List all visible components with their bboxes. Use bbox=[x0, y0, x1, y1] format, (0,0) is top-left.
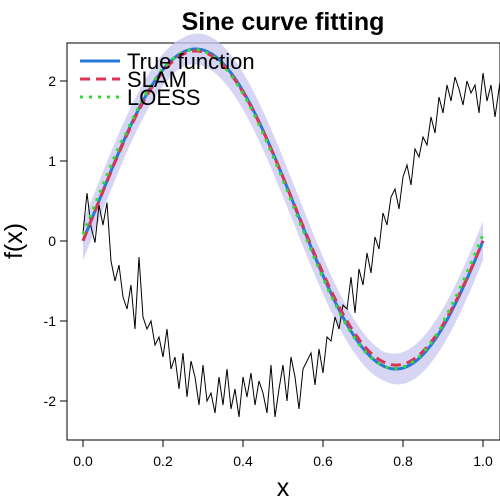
x-axis: 0.0 0.2 0.4 0.6 0.8 1.0 bbox=[73, 439, 493, 469]
x-tick-label: 0.4 bbox=[233, 453, 253, 469]
x-tick-label: 0.2 bbox=[153, 453, 173, 469]
x-tick-label: 0.0 bbox=[73, 453, 93, 469]
legend-label: SLAM bbox=[127, 67, 187, 92]
chart-title: Sine curve fitting bbox=[182, 8, 385, 36]
x-tick-label: 0.8 bbox=[393, 453, 413, 469]
y-tick-label: 0 bbox=[48, 233, 56, 249]
x-tick-label: 0.6 bbox=[313, 453, 333, 469]
y-axis-label: f(x) bbox=[0, 223, 28, 259]
y-tick-label: 2 bbox=[48, 73, 56, 89]
x-axis-label: x bbox=[277, 474, 290, 500]
y-axis: -2 -1 0 1 2 bbox=[44, 73, 68, 409]
y-tick-label: 1 bbox=[48, 153, 56, 169]
legend-label: True function bbox=[127, 49, 255, 74]
y-tick-label: -2 bbox=[44, 393, 57, 409]
observed-line bbox=[82, 72, 500, 418]
slam-fit-line bbox=[81, 49, 485, 367]
x-tick-label: 1.0 bbox=[473, 453, 493, 469]
observed-data bbox=[82, 72, 500, 418]
y-tick-label: -1 bbox=[44, 313, 57, 329]
fitted-series bbox=[81, 48, 485, 370]
legend-label: LOESS bbox=[127, 85, 200, 110]
